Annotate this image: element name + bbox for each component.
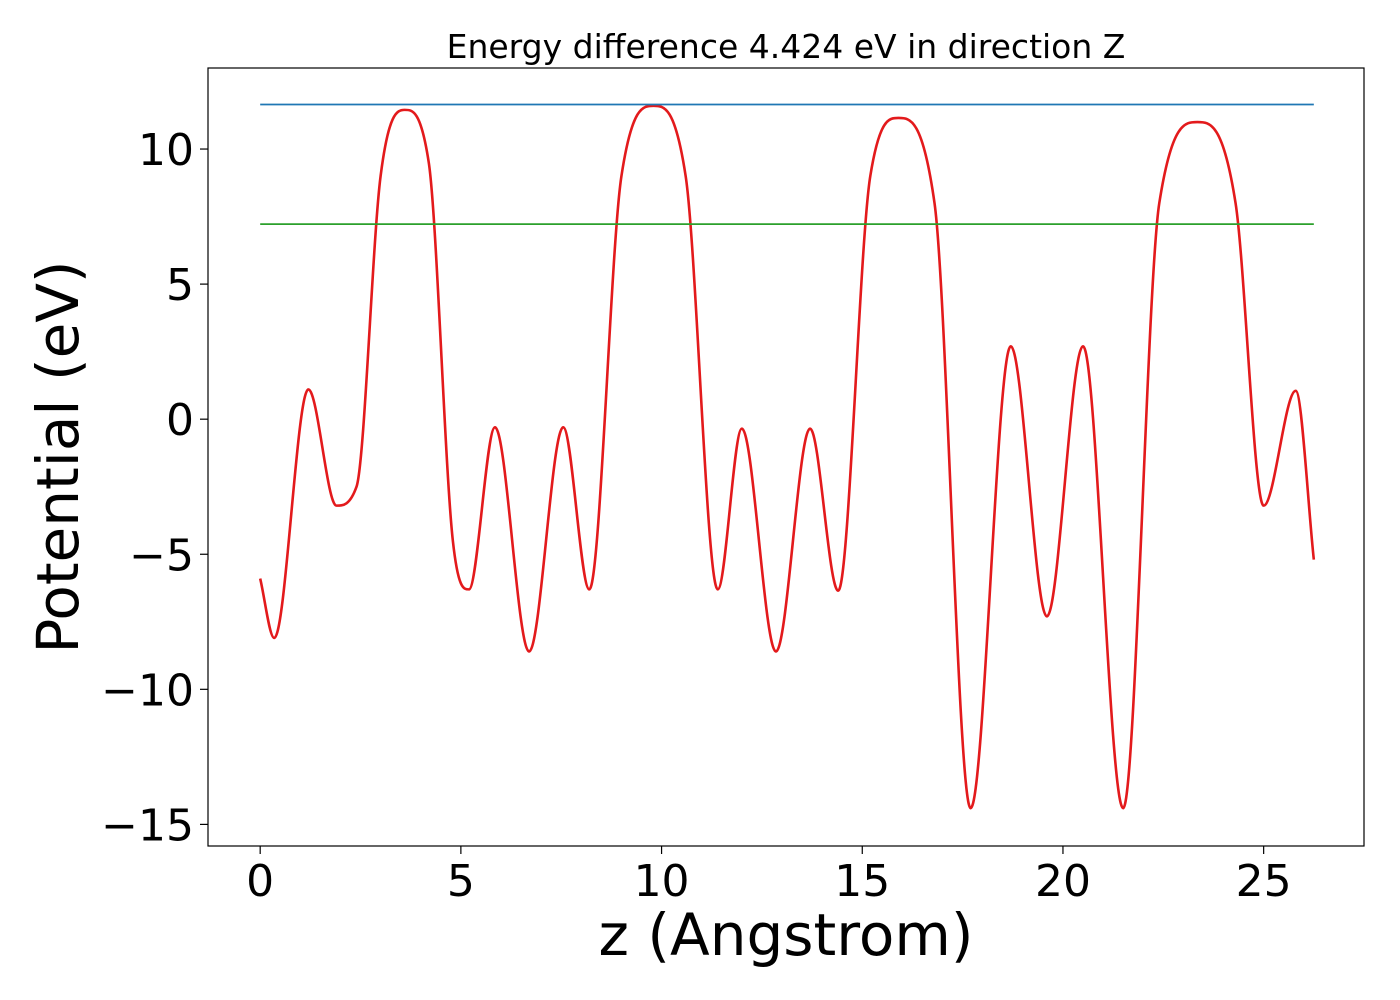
x-tick-label: 10 bbox=[634, 856, 690, 907]
plot-frame bbox=[207, 67, 1365, 847]
x-tick-label: 0 bbox=[246, 856, 274, 907]
x-tick-label: 5 bbox=[447, 856, 475, 907]
y-tick-label: −10 bbox=[101, 665, 194, 716]
potential-curve bbox=[258, 104, 1316, 810]
chart-title: Energy difference 4.424 eV in direction … bbox=[447, 27, 1126, 66]
y-axis: −15 −10 −5 0 5 10 bbox=[101, 125, 208, 851]
y-tick-label: −5 bbox=[129, 530, 194, 581]
x-axis-label: z (Angstrom) bbox=[599, 901, 974, 969]
x-tick-label: 20 bbox=[1035, 856, 1091, 907]
y-tick-label: −15 bbox=[101, 800, 194, 851]
plot-area bbox=[258, 103, 1316, 810]
x-tick-label: 15 bbox=[834, 856, 890, 907]
x-tick-label: 25 bbox=[1236, 856, 1292, 907]
y-tick-label: 5 bbox=[166, 260, 194, 311]
y-tick-label: 0 bbox=[166, 395, 194, 446]
y-tick-label: 10 bbox=[138, 125, 194, 176]
y-axis-label: Potential (eV) bbox=[24, 260, 92, 653]
x-axis: 0 5 10 15 20 25 bbox=[246, 846, 1292, 907]
